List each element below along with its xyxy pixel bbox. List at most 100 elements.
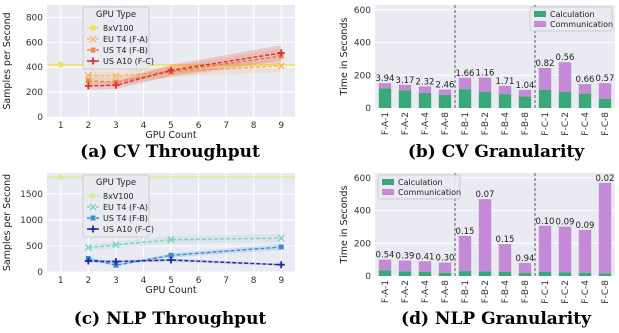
y-tick-label: 1500 [20, 190, 43, 200]
bar-communication [558, 226, 572, 273]
y-tick-label: 400 [26, 63, 43, 73]
x-tick-label: F-C-8 [601, 112, 611, 136]
series-eu-t4-f-a- [84, 234, 285, 252]
data-point [57, 61, 64, 68]
x-tick-label: 4 [141, 276, 147, 286]
y-tick-label: 500 [26, 242, 43, 252]
x-tick-label: F-B-8 [521, 280, 531, 304]
y-tick-label: 0 [365, 104, 371, 114]
x-tick-label: F-B-4 [501, 112, 511, 136]
x-tick-label: F-B-4 [501, 280, 511, 304]
x-tick-label: F-C-4 [581, 112, 591, 136]
data-point [84, 82, 92, 90]
bar-communication [598, 182, 612, 274]
x-tick-label: F-B-1 [461, 280, 471, 303]
bar-data-label: 0.30 [436, 254, 455, 264]
bar-data-label: 0.15 [496, 235, 515, 245]
x-tick-label: F-A-1 [381, 280, 391, 303]
x-tick-label: F-A-8 [441, 112, 451, 135]
data-point [278, 244, 284, 250]
data-point [113, 262, 119, 268]
bar-communication [558, 62, 572, 92]
bar-communication [378, 83, 392, 89]
legend-entry: EU T4 (F-A) [103, 203, 148, 212]
series-line [88, 237, 282, 249]
x-tick-label: 6 [196, 121, 202, 131]
x-tick-label: 7 [223, 121, 229, 131]
bar-data-label: 3.17 [396, 76, 415, 86]
data-point [112, 258, 120, 266]
data-point [112, 81, 120, 89]
x-tick-label: 3 [113, 121, 119, 131]
legend-entry: 8xV100 [103, 192, 134, 201]
data-point [167, 236, 175, 244]
y-axis-label: Time in Seconds [339, 18, 350, 97]
bar-communication [418, 86, 432, 93]
legend-marker [90, 215, 96, 221]
x-tick-label: F-B-2 [481, 112, 491, 135]
bar-calculation [378, 270, 392, 276]
legend-entry: Communication [398, 188, 461, 197]
x-tick-label: F-C-1 [541, 280, 551, 304]
bar-data-label: 0.66 [576, 75, 595, 85]
x-tick-label: F-A-4 [421, 112, 431, 135]
data-point [277, 261, 285, 269]
y-axis-label: Samples per Second [2, 174, 13, 271]
x-tick-label: 2 [85, 121, 91, 131]
bar-communication [438, 262, 452, 273]
legend-marker [89, 35, 97, 43]
bar-communication [598, 83, 612, 100]
legend-entry: EU T4 (F-A) [103, 35, 148, 44]
bar-calculation [518, 273, 532, 276]
x-tick-label: F-B-2 [481, 280, 491, 303]
data-point [57, 174, 64, 181]
x-tick-label: 5 [168, 121, 174, 131]
bar-communication [538, 225, 552, 272]
series-us-a10-f-c- [84, 256, 285, 269]
bar-communication [378, 259, 392, 271]
bar-calculation [558, 272, 572, 276]
bar-communication [478, 77, 492, 92]
legend-entry: Calculation [398, 178, 443, 187]
legend-entry: US T4 (F-B) [103, 46, 148, 55]
y-tick-label: 1000 [20, 216, 43, 226]
series-line [88, 259, 282, 266]
legend: GPU Type 8xV100 EU T4 (F-A) US T4 (F-B) US A… [82, 174, 154, 238]
confidence-band [88, 45, 282, 90]
bar-communication [398, 260, 412, 272]
bar-calculation [558, 91, 572, 108]
legend-marker [90, 25, 96, 31]
data-point [85, 78, 91, 84]
data-point [277, 49, 285, 57]
data-point [84, 71, 92, 79]
bar-communication [458, 235, 472, 272]
bar-communication [458, 77, 472, 90]
cv-throughput-chart: 1 2 3 4 5 6 7 8 9 0 200 400 600 800 GPU Count Samples p… [2, 5, 295, 162]
bar-calculation [378, 88, 392, 108]
bar-data-label: 0.09 [556, 218, 575, 228]
bar-data-label: 1.66 [456, 69, 475, 79]
bar-calculation [478, 271, 492, 276]
chart-caption: (a) CV Throughput [80, 142, 260, 162]
bar-calculation [538, 90, 552, 108]
x-axis-label: GPU Count [145, 285, 197, 296]
y-tick-label: 800 [26, 13, 43, 23]
y-tick-label: 200 [354, 239, 371, 249]
nlp-granularity-chart: 0 200 400 600 Time in Seconds 0.54 F-A-1 0.39 F-… [339, 173, 615, 329]
bar-communication [518, 89, 532, 97]
x-tick-label: F-B-8 [521, 112, 531, 136]
bar-calculation [498, 271, 512, 276]
nlp-throughput-chart: 1 2 3 4 5 6 7 8 9 0 500 1000 1500 GPU Count Samples pe… [2, 173, 295, 329]
bar-calculation [398, 271, 412, 276]
legend-title: GPU Type [96, 178, 136, 188]
bar-data-label: 2.46 [436, 81, 455, 91]
x-tick-label: 1 [58, 121, 64, 131]
x-tick-label: F-A-8 [441, 280, 451, 303]
x-tick-label: F-A-2 [401, 280, 411, 303]
data-point [84, 257, 92, 265]
y-axis-label: Time in Seconds [339, 186, 350, 265]
y-axis-label: Samples per Second [2, 12, 13, 109]
x-tick-label: F-B-1 [461, 112, 471, 135]
bar-communication [398, 84, 412, 91]
legend: GPU Type 8xV100 EU T4 (F-A) US T4 (F-B) US A… [82, 6, 154, 70]
